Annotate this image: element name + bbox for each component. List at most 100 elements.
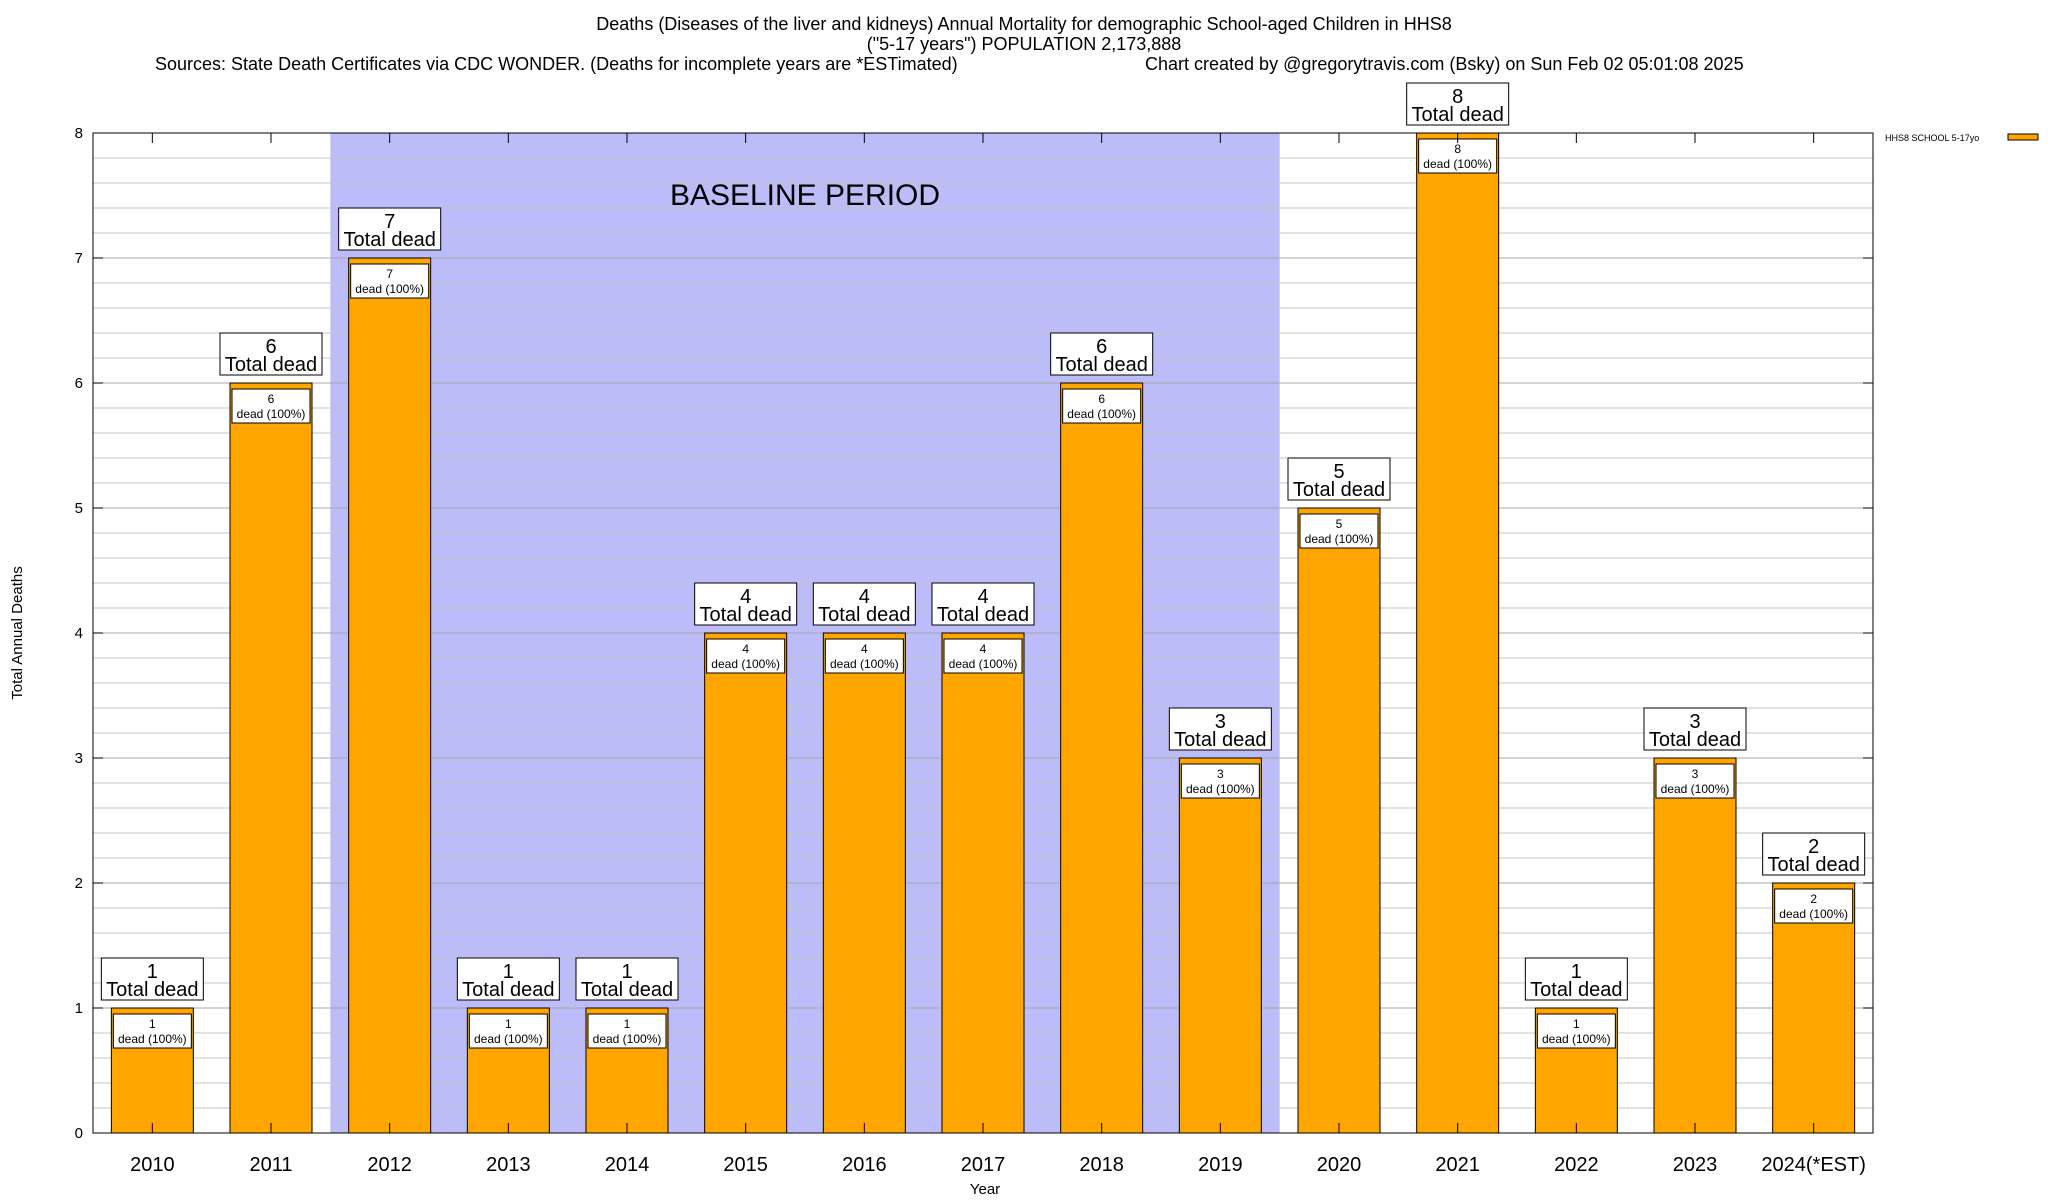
bar <box>1178 757 1262 1134</box>
bar-inner-label-box <box>112 1013 192 1049</box>
bar-inner-label-box <box>587 1013 667 1049</box>
bar-inner-label-box <box>350 263 430 299</box>
bar-inner-pct-label: dead (100%) <box>1305 532 1374 546</box>
bar-total-label-box <box>1643 707 1747 751</box>
bar-inner-value-label: 4 <box>742 642 749 656</box>
bar-total-value-label: 8 <box>1452 86 1463 108</box>
bar-total-label-box <box>1287 457 1391 501</box>
bar-inner-pct-label: dead (100%) <box>1423 157 1492 171</box>
bar-inner-pct-label: dead (100%) <box>711 657 780 671</box>
bar-total-label-box <box>1524 957 1628 1001</box>
bar-total-value-label: 6 <box>265 336 276 358</box>
bar-total-label-box <box>812 582 916 626</box>
bar <box>229 382 313 1134</box>
x-tick-label: 2017 <box>961 1154 1006 1176</box>
legend-entry-label: HHS8 SCHOOL 5-17yo <box>1885 133 1979 143</box>
bar-inner-pct-label: dead (100%) <box>1542 1032 1611 1046</box>
bar-total-label-box <box>1168 707 1272 751</box>
bar-total-text-label: Total dead <box>1768 854 1860 876</box>
chart-title: Deaths (Diseases of the liver and kidney… <box>596 14 1452 34</box>
bar-inner-label-box <box>1655 763 1735 799</box>
x-tick-label: 2014 <box>605 1154 650 1176</box>
bar-inner-label-box <box>1536 1013 1616 1049</box>
bar-total-text-label: Total dead <box>581 979 673 1001</box>
baseline-period-label: BASELINE PERIOD <box>670 179 940 212</box>
x-tick-label: 2011 <box>249 1154 292 1176</box>
bar-inner-value-label: 2 <box>1810 892 1817 906</box>
bar-inner-label-box <box>943 638 1023 674</box>
bar <box>1416 132 1500 1134</box>
bar-total-label-box <box>1762 832 1866 876</box>
x-tick-label: 2021 <box>1435 1154 1480 1176</box>
bar-total-text-label: Total dead <box>1056 354 1148 376</box>
bar-inner-pct-label: dead (100%) <box>830 657 899 671</box>
y-tick-label: 1 <box>75 1000 83 1017</box>
bar-total-value-label: 1 <box>503 961 514 983</box>
y-tick-label: 3 <box>75 750 83 767</box>
bar-inner-pct-label: dead (100%) <box>474 1032 543 1046</box>
bar <box>348 257 432 1134</box>
bar-inner-value-label: 1 <box>149 1017 156 1031</box>
bar-inner-pct-label: dead (100%) <box>1186 782 1255 796</box>
bar-total-label-box <box>931 582 1035 626</box>
bar-total-text-label: Total dead <box>344 229 436 251</box>
bar-total-label-box <box>456 957 560 1001</box>
x-axis-label: Year <box>970 1181 1000 1198</box>
bar-total-value-label: 1 <box>1571 961 1582 983</box>
y-tick-label: 8 <box>75 125 83 142</box>
bar-inner-label-box <box>468 1013 548 1049</box>
bar <box>1653 757 1737 1134</box>
bar-total-label-box <box>338 207 442 251</box>
bar-total-text-label: Total dead <box>1293 479 1385 501</box>
bar-inner-value-label: 6 <box>1098 392 1105 406</box>
bar-total-value-label: 3 <box>1689 711 1700 733</box>
plot-frame <box>92 132 1874 1134</box>
x-tick-label: 2012 <box>367 1154 412 1176</box>
bar-inner-label-box <box>824 638 904 674</box>
bar-inner-value-label: 1 <box>505 1017 512 1031</box>
bar-total-value-label: 1 <box>621 961 632 983</box>
bar-total-text-label: Total dead <box>700 604 792 626</box>
bar-total-value-label: 4 <box>740 586 751 608</box>
bar-inner-value-label: 8 <box>1454 142 1461 156</box>
x-tick-label: 2022 <box>1554 1154 1599 1176</box>
bar-inner-pct-label: dead (100%) <box>355 282 424 296</box>
bar-total-label-box <box>694 582 798 626</box>
y-tick-label: 7 <box>75 250 83 267</box>
bar-total-value-label: 5 <box>1333 461 1344 483</box>
bar-total-text-label: Total dead <box>1174 729 1266 751</box>
bar-total-text-label: Total dead <box>106 979 198 1001</box>
bar-inner-value-label: 4 <box>861 642 868 656</box>
x-tick-label: 2019 <box>1198 1154 1243 1176</box>
bar-inner-pct-label: dead (100%) <box>1067 407 1136 421</box>
bar-inner-label-box <box>231 388 311 424</box>
x-tick-label: 2018 <box>1079 1154 1124 1176</box>
y-tick-label: 5 <box>75 500 83 517</box>
bar-inner-label-box <box>1062 388 1142 424</box>
bar-total-value-label: 6 <box>1096 336 1107 358</box>
bar-total-label-box <box>219 332 323 376</box>
bar-total-text-label: Total dead <box>225 354 317 376</box>
bar-total-label-box <box>1406 82 1510 126</box>
bar-total-text-label: Total dead <box>462 979 554 1001</box>
chart-sources: Sources: State Death Certificates via CD… <box>155 54 958 74</box>
bar-total-label-box <box>100 957 204 1001</box>
bar-total-value-label: 7 <box>384 211 395 233</box>
bar <box>1060 382 1144 1134</box>
bar <box>1297 507 1381 1134</box>
bar-inner-label-box <box>706 638 786 674</box>
y-tick-label: 0 <box>75 1125 83 1142</box>
bar-inner-pct-label: dead (100%) <box>1779 907 1848 921</box>
y-axis-label: Total Annual Deaths <box>9 566 26 699</box>
chart-subtitle: ("5-17 years") POPULATION 2,173,888 <box>866 34 1182 54</box>
bar <box>704 632 788 1134</box>
bar-inner-value-label: 4 <box>980 642 987 656</box>
bar-total-text-label: Total dead <box>1530 979 1622 1001</box>
bar-total-text-label: Total dead <box>818 604 910 626</box>
bar-inner-value-label: 1 <box>1573 1017 1580 1031</box>
bar <box>1772 882 1856 1134</box>
bar-inner-pct-label: dead (100%) <box>237 407 306 421</box>
bar-inner-value-label: 7 <box>386 267 393 281</box>
